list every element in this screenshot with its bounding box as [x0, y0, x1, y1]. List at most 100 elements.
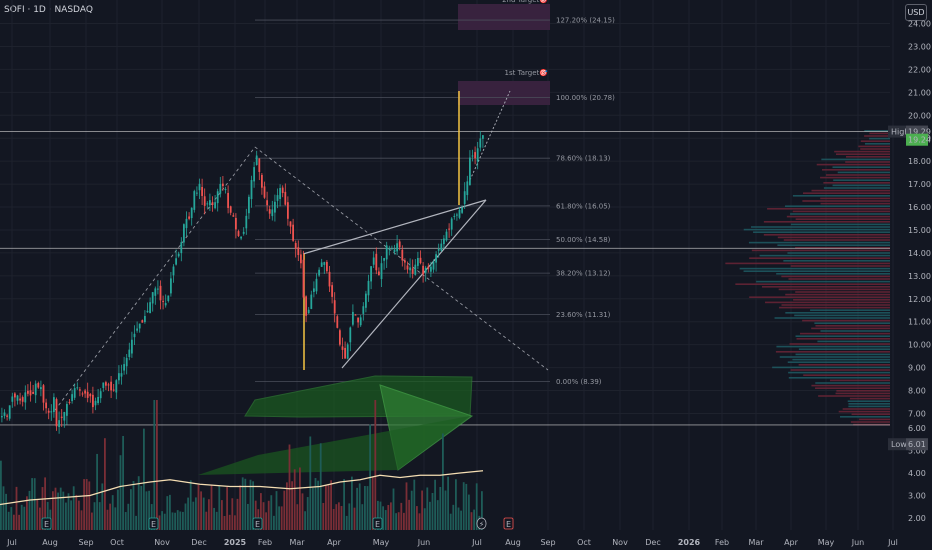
- candle-body: [305, 296, 307, 316]
- candle-body: [14, 393, 16, 398]
- candle-body: [206, 203, 209, 205]
- volume-bar: [416, 506, 418, 530]
- price-tick-label: 20.00: [908, 111, 931, 120]
- volume-tick-label: 4.00: [908, 469, 926, 478]
- volume-profile-bar: [735, 283, 890, 285]
- candle-body: [60, 416, 63, 418]
- candle-body: [24, 392, 27, 403]
- volume-bar: [447, 476, 449, 530]
- volume-bar: [312, 487, 314, 530]
- event-marker-label: E: [44, 520, 49, 529]
- candle-body: [110, 381, 112, 391]
- candle-body: [419, 257, 422, 264]
- candle-body: [201, 186, 203, 196]
- volume-bar: [106, 509, 109, 530]
- triangle-lower-line: [341, 199, 487, 369]
- candle-body: [123, 364, 125, 371]
- candle-body: [242, 231, 245, 234]
- candle-body: [37, 383, 40, 388]
- volume-bar: [322, 502, 325, 530]
- volume-bar: [457, 507, 460, 530]
- candle-body: [417, 257, 419, 266]
- volume-bar: [15, 486, 18, 530]
- volume-profile-bar: [860, 140, 890, 142]
- candle-body: [8, 405, 11, 419]
- volume-bar: [169, 494, 171, 530]
- candle-body: [141, 320, 144, 323]
- volume-profile-bar: [811, 189, 890, 192]
- event-marker-box: [252, 517, 263, 530]
- candle-body: [159, 285, 162, 301]
- candle-body: [198, 183, 201, 191]
- volume-profile-bar: [847, 400, 890, 402]
- volume-profile-bar: [815, 387, 890, 389]
- candle-body: [349, 327, 352, 343]
- volume-profile-bar: [815, 382, 890, 384]
- volume-bar: [442, 433, 444, 530]
- candle-body: [310, 294, 313, 309]
- candle-body: [240, 236, 242, 239]
- price-tick-label: 22.00: [908, 65, 931, 74]
- high-value: 19.29: [908, 128, 931, 137]
- volume-profile-bar: [836, 390, 890, 392]
- volume-bar: [234, 515, 236, 530]
- volume-profile-bar: [810, 309, 890, 311]
- candle-body: [450, 218, 453, 230]
- candle-body: [391, 248, 393, 250]
- volume-profile-bar: [842, 408, 890, 410]
- volume-bar: [72, 486, 75, 530]
- pattern-drawings: [54, 90, 549, 475]
- volume-bar: [101, 483, 104, 530]
- time-tick-label: 2025: [224, 538, 247, 547]
- volume-bar: [236, 498, 239, 530]
- fib-level-label: 0.00% (8.39): [556, 378, 602, 386]
- target-label-1: 1st Target🎯: [505, 68, 549, 77]
- candle-body: [157, 288, 159, 290]
- time-tick-label: Jul: [471, 538, 482, 547]
- volume-bar: [273, 515, 275, 530]
- candle-body: [440, 243, 443, 251]
- currency-button[interactable]: USD: [905, 4, 927, 21]
- volume-bar: [57, 492, 59, 530]
- volume-profile-bar: [786, 215, 890, 218]
- volume-bar: [421, 490, 423, 530]
- volume-bar: [33, 478, 36, 530]
- candle-body: [245, 215, 248, 229]
- volume-profile-bar: [781, 304, 890, 306]
- candle-body: [261, 174, 263, 188]
- candle-body: [172, 266, 175, 276]
- candle-body: [1, 416, 3, 418]
- volume-bar: [127, 503, 130, 530]
- candle-body: [274, 201, 276, 213]
- volume-bar: [124, 512, 127, 530]
- volume-profile-bar: [788, 371, 890, 374]
- volume-bar: [241, 477, 244, 530]
- volume-bar: [184, 503, 187, 530]
- volume-bar: [423, 508, 426, 530]
- candle-body: [149, 302, 151, 314]
- candle-body: [84, 390, 86, 394]
- volume-bar: [293, 469, 296, 530]
- candle-body: [253, 167, 255, 182]
- time-tick-label: 2026: [678, 538, 701, 547]
- green-arrow-base: [198, 416, 470, 475]
- candle-body: [180, 242, 183, 254]
- volume-bar: [280, 506, 283, 530]
- volume-bar: [161, 511, 163, 530]
- candle-body: [97, 396, 99, 404]
- volume-bar: [119, 455, 122, 530]
- candle-body: [406, 265, 409, 270]
- candle-body: [81, 393, 84, 395]
- volume-profile-bar: [761, 286, 890, 288]
- candle-body: [302, 259, 305, 298]
- volume-bar: [397, 512, 400, 530]
- volume-profile-bar: [779, 356, 890, 358]
- volume-bar: [481, 491, 483, 530]
- volume-profile-bar: [820, 330, 890, 332]
- candle-body: [232, 215, 235, 217]
- event-markers: E E E E ⚡ E: [41, 517, 514, 530]
- candle-body: [453, 215, 456, 217]
- volume-bar: [405, 482, 408, 530]
